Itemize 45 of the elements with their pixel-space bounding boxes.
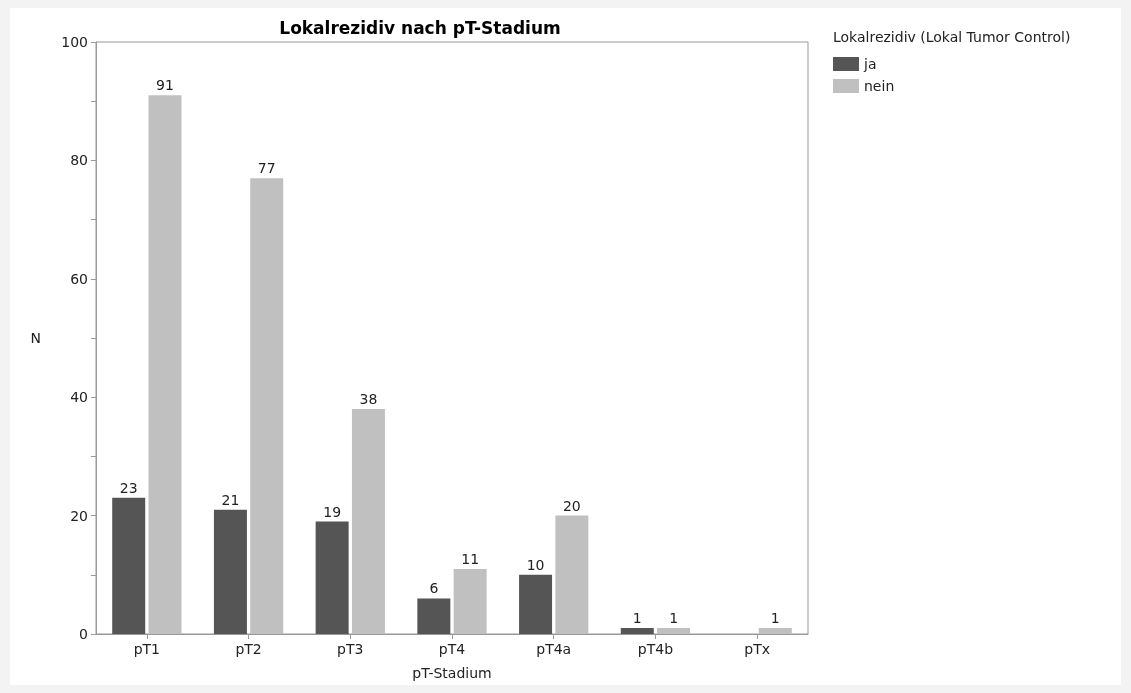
bar xyxy=(213,509,247,634)
data-label: 19 xyxy=(323,503,342,520)
bar xyxy=(555,515,589,634)
bar xyxy=(453,568,487,634)
x-tick-label: pT4b xyxy=(637,641,674,657)
chart-title: Lokalrezidiv nach pT-Stadium xyxy=(279,17,561,38)
data-label: 20 xyxy=(562,497,581,514)
bar xyxy=(417,598,451,634)
y-tick-label: 100 xyxy=(61,34,88,50)
bar xyxy=(351,409,385,634)
data-label: 10 xyxy=(526,556,545,573)
x-tick-label: pT4 xyxy=(438,641,466,657)
y-tick-label: 40 xyxy=(70,389,88,406)
data-label: 6 xyxy=(429,580,439,597)
bar xyxy=(250,178,284,634)
x-tick-label: pT4a xyxy=(536,641,572,657)
bar xyxy=(620,628,654,634)
x-tick-label: pTx xyxy=(744,641,771,657)
bar xyxy=(758,628,792,634)
legend-title: Lokalrezidiv (Lokal Tumor Control) xyxy=(833,29,1071,45)
data-label: 21 xyxy=(221,491,240,508)
data-label: 23 xyxy=(119,479,138,496)
x-axis-title: pT-Stadium xyxy=(412,665,492,681)
data-label: 77 xyxy=(257,160,276,177)
y-tick-label: 60 xyxy=(70,270,88,287)
bar xyxy=(657,628,691,634)
data-label: 38 xyxy=(359,391,378,408)
bar xyxy=(112,497,146,634)
y-axis-title: N xyxy=(30,330,41,346)
data-label: 91 xyxy=(156,77,174,94)
legend-label: ja xyxy=(863,56,877,72)
y-tick-label: 0 xyxy=(79,626,88,642)
y-tick-label: 20 xyxy=(70,507,88,524)
x-tick-label: pT1 xyxy=(133,641,161,657)
x-tick-label: pT2 xyxy=(235,641,262,657)
bar xyxy=(148,95,182,634)
bar xyxy=(315,521,349,634)
bar xyxy=(519,574,553,634)
legend-label: nein xyxy=(864,78,895,94)
data-label: 1 xyxy=(669,610,679,627)
data-label: 1 xyxy=(632,610,642,627)
data-label: 1 xyxy=(770,610,780,627)
x-tick-label: pT3 xyxy=(337,641,364,657)
y-tick-label: 80 xyxy=(70,152,88,169)
data-label: 11 xyxy=(461,550,480,567)
